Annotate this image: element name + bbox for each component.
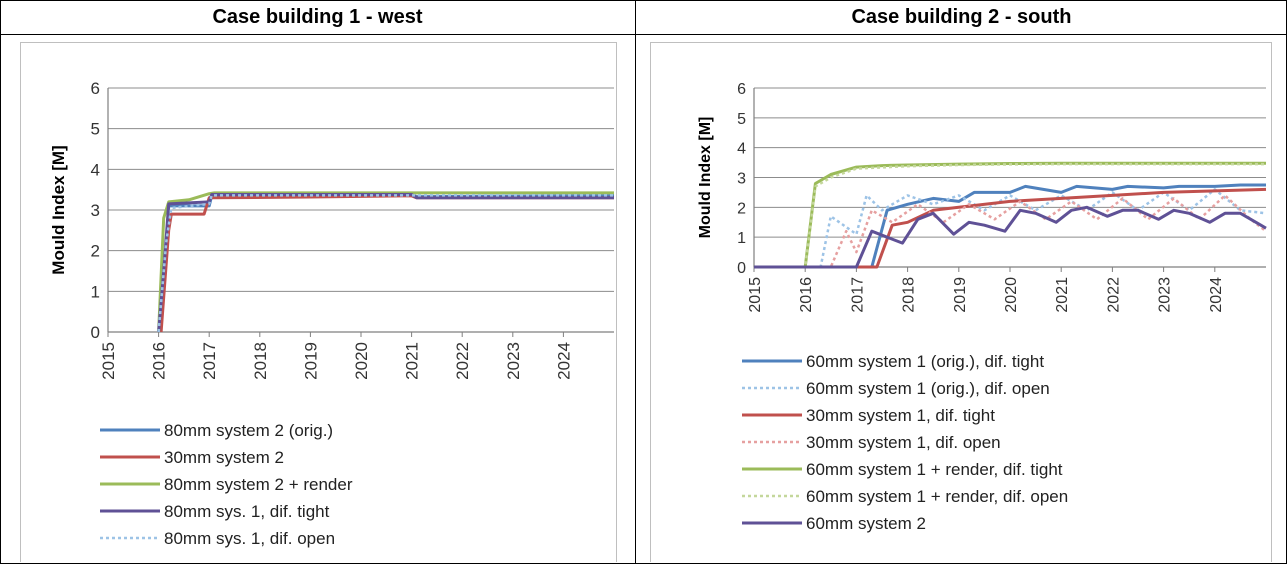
chart-case-building-1: 0 1 2 3 4 5 6 2015 2016 2017 2018 2019 2020 2021 2022 2… [20, 42, 617, 562]
x-tick-label: 2019 [952, 277, 969, 313]
legend-label: 60mm system 1 + render, dif. tight [806, 460, 1063, 479]
series-line [157, 193, 614, 333]
y-tick-label: 0 [91, 323, 100, 342]
x-tick-label: 2023 [504, 342, 523, 380]
legend-label: 60mm system 2 [806, 514, 926, 533]
series-line [157, 191, 614, 333]
y-tick-label: 6 [91, 79, 100, 98]
series-line [754, 194, 1267, 269]
x-tick-label: 2018 [901, 277, 918, 313]
legend-label: 60mm system 1 (orig.), dif. open [806, 379, 1050, 398]
y-tick-label: 4 [91, 160, 100, 179]
series-line [754, 162, 1266, 269]
x-tick-label: 2022 [1105, 277, 1122, 313]
y-tick-label: 2 [91, 242, 100, 261]
x-tick-label: 2023 [1157, 277, 1174, 313]
header-case-building-1: Case building 1 - west [212, 6, 423, 28]
legend-label: 60mm system 1 + render, dif. open [806, 487, 1068, 506]
y-tick-label: 1 [91, 282, 100, 301]
y-tick-label: 4 [737, 141, 746, 158]
chart-case-building-2: 0 1 2 3 4 5 6 2015 2016 2017 2018 2019 2020 2021 2022 2… [650, 42, 1272, 562]
y-tick-label: 2 [737, 200, 746, 217]
header-divider [0, 34, 1287, 35]
legend-label: 30mm system 1, dif. open [806, 433, 1001, 452]
y-tick-label: 5 [737, 111, 746, 128]
header-case-building-2: Case building 2 - south [851, 6, 1072, 28]
x-tick-label: 2017 [849, 277, 866, 313]
x-tick-label: 2015 [99, 342, 118, 380]
series-line [754, 187, 1267, 269]
x-tick-label: 2021 [1054, 277, 1071, 313]
series-line [754, 183, 1266, 269]
x-tick-label: 2024 [1208, 277, 1225, 313]
series-line [754, 188, 1267, 269]
x-tick-label: 2016 [150, 342, 169, 380]
y-tick-label: 5 [91, 120, 100, 139]
x-tick-label: 2021 [403, 342, 422, 380]
x-tick-label: 2020 [352, 342, 371, 380]
y-tick-label: 6 [737, 81, 746, 98]
series-line [157, 194, 614, 333]
x-tick-label: 2015 [747, 277, 764, 313]
legend-label: 80mm sys. 1, dif. open [164, 529, 335, 548]
y-axis-title: Mould Index [M] [49, 145, 68, 274]
x-tick-label: 2017 [200, 342, 219, 380]
x-tick-label: 2016 [798, 277, 815, 313]
legend-label: 30mm system 2 [164, 448, 284, 467]
x-tick-label: 2024 [554, 342, 573, 380]
legend-label: 30mm system 1, dif. tight [806, 406, 995, 425]
series-line [754, 205, 1267, 269]
legend-label: 80mm system 2 + render [164, 475, 353, 494]
column-divider [635, 0, 636, 564]
y-tick-label: 0 [737, 260, 746, 277]
y-tick-label: 3 [737, 171, 746, 188]
x-tick-label: 2020 [1003, 277, 1020, 313]
y-tick-label: 3 [91, 201, 100, 220]
legend-label: 80mm system 2 (orig.) [164, 421, 333, 440]
y-tick-label: 1 [737, 230, 746, 247]
x-tick-label: 2018 [251, 342, 270, 380]
x-tick-label: 2019 [301, 342, 320, 380]
y-axis-title: Mould Index [M] [697, 117, 714, 239]
legend-label: 60mm system 1 (orig.), dif. tight [806, 352, 1044, 371]
legend-label: 80mm sys. 1, dif. tight [164, 502, 330, 521]
x-tick-label: 2022 [453, 342, 472, 380]
